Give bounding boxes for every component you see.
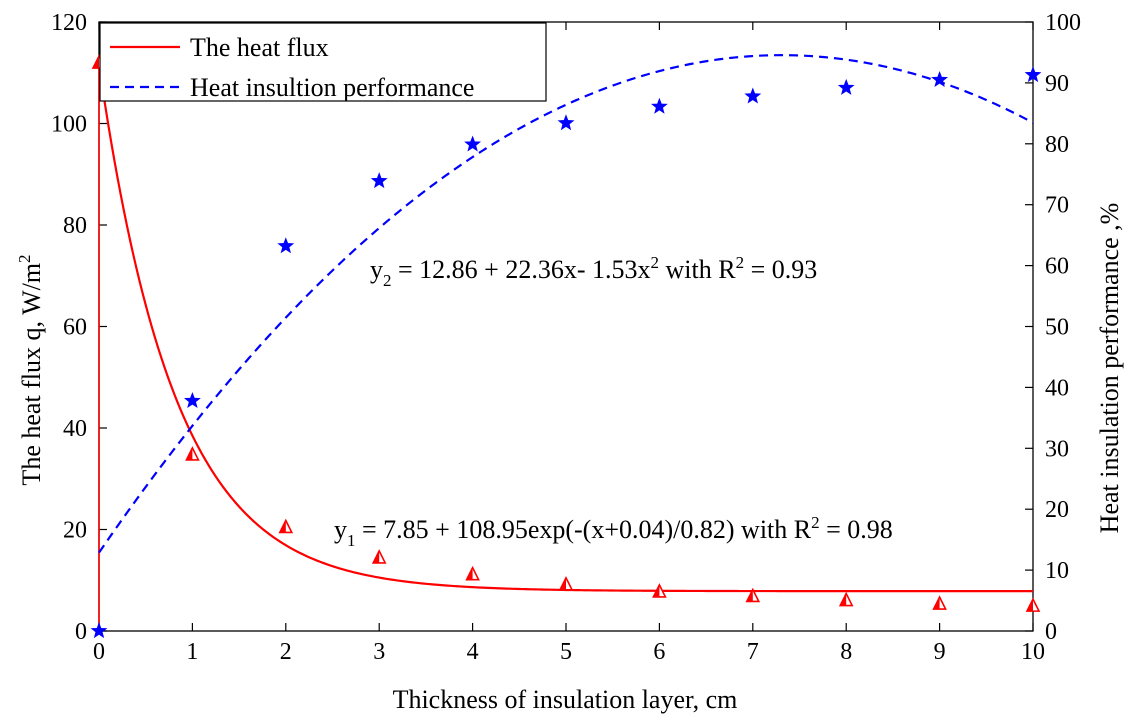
x-axis-title: Thickness of insulation layer, cm <box>393 685 738 714</box>
x-tick-label: 2 <box>280 639 292 665</box>
x-tick-label: 0 <box>93 639 105 665</box>
insulation-point <box>931 71 949 88</box>
fit-equation-1: y1 = 7.85 + 108.95exp(-(x+0.04)/0.82) wi… <box>334 513 893 550</box>
x-tick-label: 5 <box>560 639 572 665</box>
x-tick-label: 7 <box>747 639 759 665</box>
insulation-point <box>277 237 295 254</box>
x-tick-label: 3 <box>373 639 385 665</box>
heat-flux-point-fill <box>560 577 566 590</box>
y-left-tick-label: 120 <box>51 10 87 36</box>
y-left-tick-label: 80 <box>63 213 87 239</box>
legend: The heat flux Heat insultion performance <box>99 22 547 102</box>
insulation-point <box>1024 66 1042 83</box>
heat-flux-point-fill <box>746 589 753 602</box>
y-right-tick-label: 10 <box>1045 558 1069 584</box>
insulation-point <box>464 135 482 152</box>
tick-labels: 0 1 2 3 4 5 6 7 8 9 100204060801001200102030405060… <box>51 10 1081 665</box>
x-tick-label: 8 <box>840 639 852 665</box>
fit-curve-insulation <box>98 54 1034 554</box>
eq1-sup: 2 <box>811 513 820 532</box>
eq2-end: = 0.93 <box>744 255 817 284</box>
heat-flux-point-fill <box>933 597 940 610</box>
heat-flux-point-fill <box>279 520 286 533</box>
eq2-mid: with R <box>659 255 736 284</box>
heat-flux-point-fill <box>1027 599 1033 612</box>
eq1-main: y <box>334 515 347 544</box>
x-tick-label: 4 <box>467 639 479 665</box>
heat-flux-point-fill <box>186 447 193 460</box>
heat-flux-point-fill <box>840 593 847 606</box>
eq2-sup2: 2 <box>736 253 745 272</box>
heat-flux-point-fill <box>466 567 473 580</box>
y-axis-right-title: Heat insulation performance ,% <box>1095 203 1124 534</box>
y-right-tick-label: 30 <box>1045 436 1069 462</box>
y-axis-left-title: The heat flux q, W/m2 <box>15 254 46 485</box>
eq2-sub: 2 <box>383 271 392 290</box>
y-left-tick-label: 0 <box>75 619 87 645</box>
heat-flux-point-fill <box>93 56 99 69</box>
y-right-tick-label: 0 <box>1045 619 1057 645</box>
y-right-tick-label: 70 <box>1045 193 1069 219</box>
y-right-tick-label: 50 <box>1045 315 1069 341</box>
y-right-tick-label: 40 <box>1045 375 1069 401</box>
x-tick-label: 9 <box>934 639 946 665</box>
insulation-point <box>90 622 108 639</box>
y-left-tick-label: 20 <box>63 518 87 544</box>
x-tick-label: 6 <box>653 639 665 665</box>
eq1-rest: = 7.85 + 108.95exp(-(x+0.04)/0.82) with … <box>356 515 812 544</box>
y-left-tick-label: 60 <box>63 315 87 341</box>
fit-curves <box>97 54 1034 631</box>
legend-label-heat-flux: The heat flux <box>190 33 329 62</box>
x-tick-label: 10 <box>1021 639 1045 665</box>
insulation-point <box>650 97 668 114</box>
insulation-point <box>183 391 201 408</box>
insulation-point <box>744 87 762 104</box>
eq1-end: = 0.98 <box>820 515 893 544</box>
fit-equation-2: y2 = 12.86 + 22.36x- 1.53x2 with R2 = 0.… <box>370 253 817 290</box>
fit-curve-heat-flux <box>97 64 1033 593</box>
y-right-tick-label: 100 <box>1045 10 1081 36</box>
eq2-sup: 2 <box>650 253 659 272</box>
eq1-sub: 1 <box>347 531 356 550</box>
eq2-rest: = 12.86 + 22.36x- 1.53x <box>392 255 651 284</box>
insulation-point <box>837 78 855 95</box>
y-right-tick-label: 60 <box>1045 254 1069 280</box>
y-left-title-text: The heat flux q, W/m <box>17 263 46 486</box>
insulation-point <box>370 172 388 189</box>
insulation-point <box>557 114 575 131</box>
y-right-tick-label: 80 <box>1045 132 1069 158</box>
eq2-main: y <box>370 255 383 284</box>
y-left-tick-label: 100 <box>51 112 87 138</box>
y-left-title-sup: 2 <box>15 254 34 263</box>
heat-flux-point-fill <box>373 550 380 563</box>
data-markers <box>90 54 1042 639</box>
y-left-tick-label: 40 <box>63 416 87 442</box>
heat-flux-point-fill <box>653 584 660 597</box>
legend-label-insulation: Heat insultion performance <box>190 73 474 102</box>
y-right-tick-label: 20 <box>1045 497 1069 523</box>
y-right-tick-label: 90 <box>1045 71 1069 97</box>
x-tick-label: 1 <box>186 639 198 665</box>
